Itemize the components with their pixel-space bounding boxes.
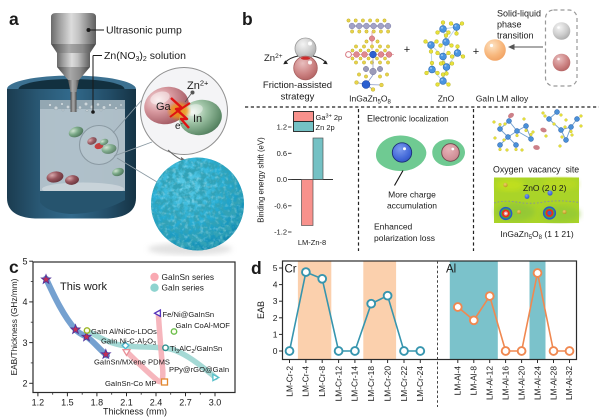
svg-text:transition: transition (497, 31, 534, 41)
svg-text:Zn 2p: Zn 2p (316, 123, 335, 132)
svg-text:LM-Cr-2: LM-Cr-2 (284, 366, 294, 397)
svg-text:GaInSn-Co MP: GaInSn-Co MP (105, 379, 157, 388)
svg-text:Ti3AlC2/GaInSn: Ti3AlC2/GaInSn (170, 344, 222, 355)
svg-text:Thickness (mm): Thickness (mm) (103, 407, 167, 417)
svg-text:Al: Al (446, 264, 456, 276)
svg-text:2: 2 (22, 379, 27, 389)
svg-text:EAB: EAB (256, 301, 266, 319)
svg-text:d: d (251, 258, 262, 278)
svg-text:1.2: 1.2 (32, 398, 45, 408)
svg-text:0.6: 0.6 (277, 149, 287, 158)
svg-text:+: + (404, 44, 410, 56)
svg-text:LM-Cr-20: LM-Cr-20 (382, 366, 392, 402)
svg-text:Zn2+: Zn2+ (264, 53, 283, 64)
svg-text:GaIn series: GaIn series (162, 283, 204, 293)
svg-text:LM-Al-8: LM-Al-8 (469, 366, 479, 396)
svg-text:GaIn LM alloy: GaIn LM alloy (476, 94, 529, 104)
svg-text:1: 1 (273, 329, 278, 339)
svg-text:EAB/Thickness (GHz/mm): EAB/Thickness (GHz/mm) (9, 278, 19, 375)
svg-text:c: c (9, 257, 19, 277)
svg-text:LM-Cr-8: LM-Cr-8 (317, 366, 327, 397)
svg-text:LM-Al-4: LM-Al-4 (453, 366, 463, 396)
svg-text:LM-Al-28: LM-Al-28 (548, 366, 558, 400)
svg-text:Fe/Ni@GaInSn: Fe/Ni@GaInSn (163, 310, 215, 319)
svg-text:Enhanced: Enhanced (374, 222, 413, 232)
svg-text:strategy: strategy (281, 92, 315, 103)
svg-text:-1.2: -1.2 (274, 228, 287, 237)
svg-text:polarization loss: polarization loss (374, 233, 435, 243)
svg-text:e-: e- (175, 121, 184, 132)
svg-text:LM-Cr-14: LM-Cr-14 (350, 366, 360, 402)
svg-text:5: 5 (22, 256, 27, 266)
svg-text:3: 3 (273, 296, 278, 306)
svg-text:InGaZn5O8 (1 1 21): InGaZn5O8 (1 1 21) (500, 229, 573, 241)
svg-text:Ultrasonic pump: Ultrasonic pump (106, 25, 182, 37)
svg-text:5: 5 (273, 263, 278, 273)
svg-text:phase: phase (497, 20, 522, 30)
svg-text:More charge: More charge (388, 190, 436, 200)
svg-text:GaInSn/MXene PDMS: GaInSn/MXene PDMS (94, 357, 170, 366)
svg-text:-0.6: -0.6 (274, 201, 287, 210)
svg-text:LM-Cr-22: LM-Cr-22 (399, 366, 409, 402)
svg-text:LM-Cr-12: LM-Cr-12 (333, 366, 343, 402)
svg-text:LM-Al-20: LM-Al-20 (516, 366, 526, 400)
svg-text:LM-Al-12: LM-Al-12 (485, 366, 495, 400)
svg-text:3: 3 (22, 338, 27, 348)
svg-text:GaInSn series: GaInSn series (162, 272, 215, 282)
svg-text:Friction-assisted: Friction-assisted (263, 80, 332, 91)
svg-text:In: In (193, 113, 202, 125)
svg-text:LM-Cr-24: LM-Cr-24 (415, 366, 425, 402)
svg-text:Cr: Cr (285, 264, 297, 276)
svg-text:Binding energy shift (eV): Binding energy shift (eV) (257, 137, 266, 223)
svg-text:4: 4 (22, 297, 27, 307)
svg-text:Ga3+ 2p: Ga3+ 2p (316, 113, 343, 122)
svg-text:This work: This work (60, 281, 108, 293)
svg-text:+: + (473, 46, 479, 58)
svg-text:LM-Cr-18: LM-Cr-18 (366, 366, 376, 402)
svg-text:1.8: 1.8 (91, 398, 104, 408)
svg-text:LM-Zn-8: LM-Zn-8 (298, 238, 326, 247)
svg-text:Solid-liquid: Solid-liquid (497, 9, 541, 19)
svg-text:b: b (242, 9, 253, 29)
svg-text:ZnO: ZnO (438, 94, 455, 104)
svg-text:PPy@rGO@GaIn: PPy@rGO@GaIn (169, 365, 229, 374)
svg-text:3.0: 3.0 (209, 398, 222, 408)
svg-text:LM-Al-32: LM-Al-32 (564, 366, 574, 400)
svg-text:a: a (9, 9, 19, 29)
svg-text:2.4: 2.4 (150, 398, 163, 408)
svg-text:LM-Al-16: LM-Al-16 (500, 366, 510, 400)
svg-text:4: 4 (273, 280, 278, 290)
svg-text:2.1: 2.1 (120, 398, 133, 408)
svg-text:0: 0 (273, 346, 278, 356)
svg-text:1.5: 1.5 (61, 398, 74, 408)
svg-text:1.2: 1.2 (277, 123, 287, 132)
svg-text:GaIn CoAl-MOF: GaIn CoAl-MOF (176, 321, 231, 330)
svg-text:InGaZn5O8: InGaZn5O8 (349, 94, 391, 106)
svg-text:Ga: Ga (156, 101, 172, 113)
svg-text:Zn(NO3)2 solution: Zn(NO3)2 solution (104, 50, 186, 63)
svg-text:ZnO (2 0 2): ZnO (2 0 2) (523, 183, 567, 193)
svg-text:LM-Al-24: LM-Al-24 (532, 366, 542, 400)
svg-text:LM-Cr-4: LM-Cr-4 (301, 366, 311, 397)
svg-text:accumulation: accumulation (387, 201, 437, 211)
svg-text:GaIn Ni-C-Al2O3: GaIn Ni-C-Al2O3 (101, 336, 156, 347)
svg-text:0.0: 0.0 (277, 175, 287, 184)
svg-text:Electronic localization: Electronic localization (367, 114, 449, 124)
svg-text:2: 2 (273, 313, 278, 323)
svg-text:Oxygen vacancy site: Oxygen vacancy site (493, 165, 579, 175)
svg-text:GaIn Al/NiCo-LDOs: GaIn Al/NiCo-LDOs (91, 327, 157, 336)
svg-text:2.7: 2.7 (179, 398, 192, 408)
